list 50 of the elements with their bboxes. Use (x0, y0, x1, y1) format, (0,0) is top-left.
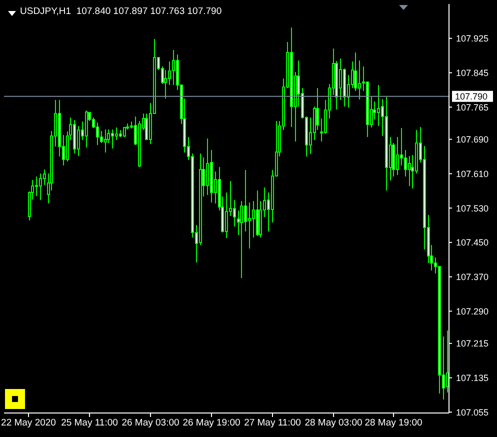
x-tick-label: 25 May 11:00 (61, 418, 118, 429)
candlestick (396, 136, 399, 176)
y-tick-label: 107.765 (456, 102, 489, 112)
candlestick (377, 84, 380, 127)
candlestick (164, 70, 167, 100)
x-tick-label: 27 May 11:00 (244, 418, 301, 429)
candlestick (358, 60, 361, 100)
x-tick-label: 26 May 03:00 (122, 418, 180, 429)
candlestick (339, 58, 342, 101)
candlestick (104, 128, 107, 154)
candlestick (168, 61, 171, 86)
candlestick (244, 169, 247, 232)
y-tick-label: 107.370 (456, 272, 489, 282)
candlestick (145, 113, 148, 141)
x-tick-label: 28 May 03:00 (304, 418, 362, 429)
candlestick (404, 150, 407, 178)
candlestick (400, 128, 403, 166)
candlestick (408, 156, 411, 187)
candlestick (240, 200, 243, 279)
candlestick (354, 52, 357, 92)
y-tick-label: 107.610 (456, 168, 489, 179)
candlestick (172, 49, 175, 86)
candlestick (248, 202, 251, 249)
x-tick-label: 28 May 19:00 (364, 418, 422, 429)
candlestick (100, 130, 103, 144)
candlestick (43, 168, 46, 186)
chart-title: USDJPY,H1 107.840 107.897 107.763 107.790 (20, 5, 222, 18)
y-tick-label: 107.290 (456, 306, 489, 316)
candlestick (252, 200, 255, 238)
candlestick (111, 128, 114, 149)
y-tick-label: 107.055 (456, 407, 489, 418)
candlestick (316, 88, 319, 130)
x-tick-label: 26 May 19:00 (182, 418, 240, 429)
candlestick (35, 176, 38, 197)
candlestick (225, 192, 228, 239)
candlestick (115, 127, 118, 141)
y-tick-label: 107.135 (456, 372, 489, 383)
x-tick-label: 22 May 2020 (1, 418, 56, 429)
candlestick (96, 122, 99, 146)
candlestick (39, 172, 42, 200)
y-tick-label: 107.845 (456, 68, 489, 78)
y-tick-label: 107.690 (456, 134, 489, 145)
y-tick-label: 107.215 (456, 338, 489, 349)
y-tick-label: 107.925 (456, 34, 489, 44)
ref-line-label: 107.790 (455, 92, 488, 102)
candlestick (206, 138, 209, 196)
candlestick (233, 199, 236, 228)
y-tick-label: 107.450 (456, 238, 489, 248)
y-tick-label: 107.530 (456, 203, 489, 214)
candlestick (77, 126, 80, 157)
